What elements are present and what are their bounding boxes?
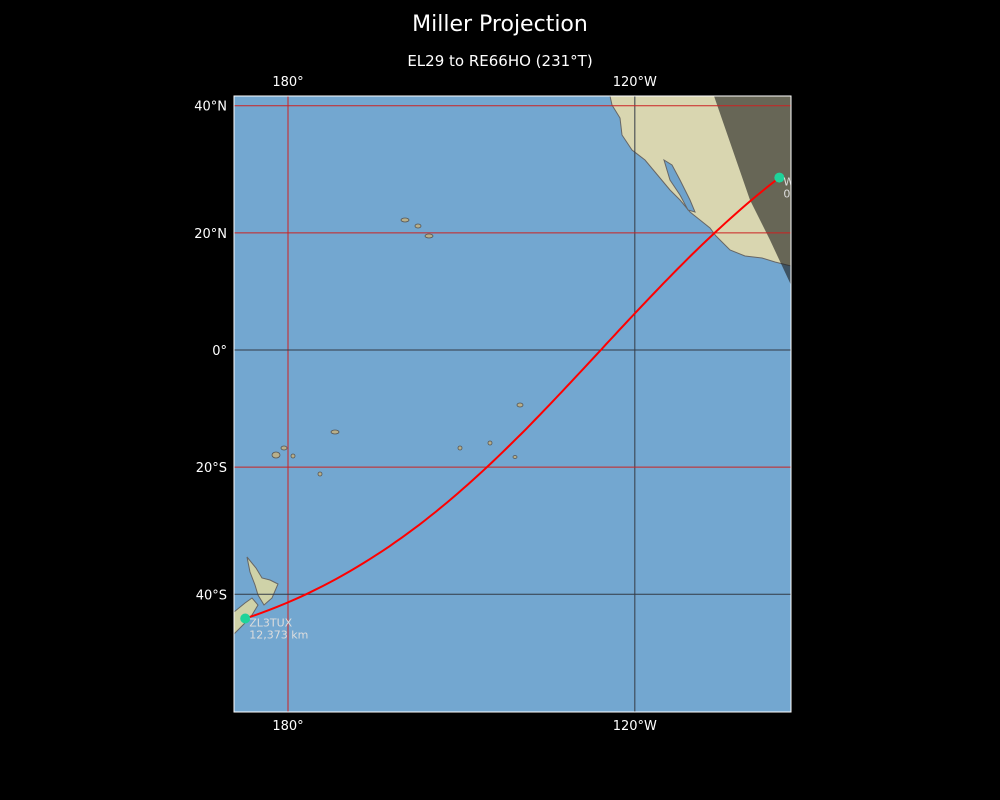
station-callsign: WB5TUF	[783, 176, 830, 189]
graticule	[234, 96, 791, 712]
station-callsign: ZL3TUX	[249, 617, 292, 630]
x-tick-label-bottom: 180°	[272, 719, 303, 734]
x-tick-label-bottom: 120°W	[613, 719, 657, 734]
map-subtitle: EL29 to RE66HO (231°T)	[407, 52, 593, 70]
y-tick-label: 40°S	[196, 588, 227, 603]
night-shadow	[714, 96, 791, 285]
islands	[271, 217, 524, 477]
map-frame	[233, 95, 792, 713]
station-distance: 0 km	[783, 188, 811, 201]
y-tick-label: 40°N	[194, 100, 227, 115]
y-tick-label: 0°	[212, 344, 227, 359]
station-distance: 12,373 km	[249, 629, 308, 642]
great-circle-path	[244, 176, 780, 620]
y-tick-label: 20°N	[194, 227, 227, 242]
y-tick-label: 20°S	[196, 461, 227, 476]
land-baja	[663, 158, 696, 213]
station-marker[interactable]	[240, 613, 251, 624]
station-marker[interactable]	[774, 172, 785, 183]
x-tick-label-top: 120°W	[613, 75, 657, 90]
x-tick-label-top: 180°	[272, 75, 303, 90]
land-new-zealand-north	[246, 556, 279, 606]
map-title: Miller Projection	[412, 12, 588, 37]
